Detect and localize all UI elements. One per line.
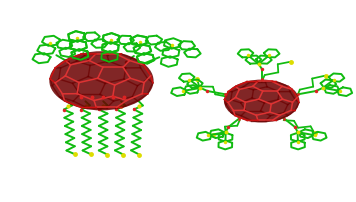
Circle shape [224,80,299,122]
Circle shape [49,51,153,110]
